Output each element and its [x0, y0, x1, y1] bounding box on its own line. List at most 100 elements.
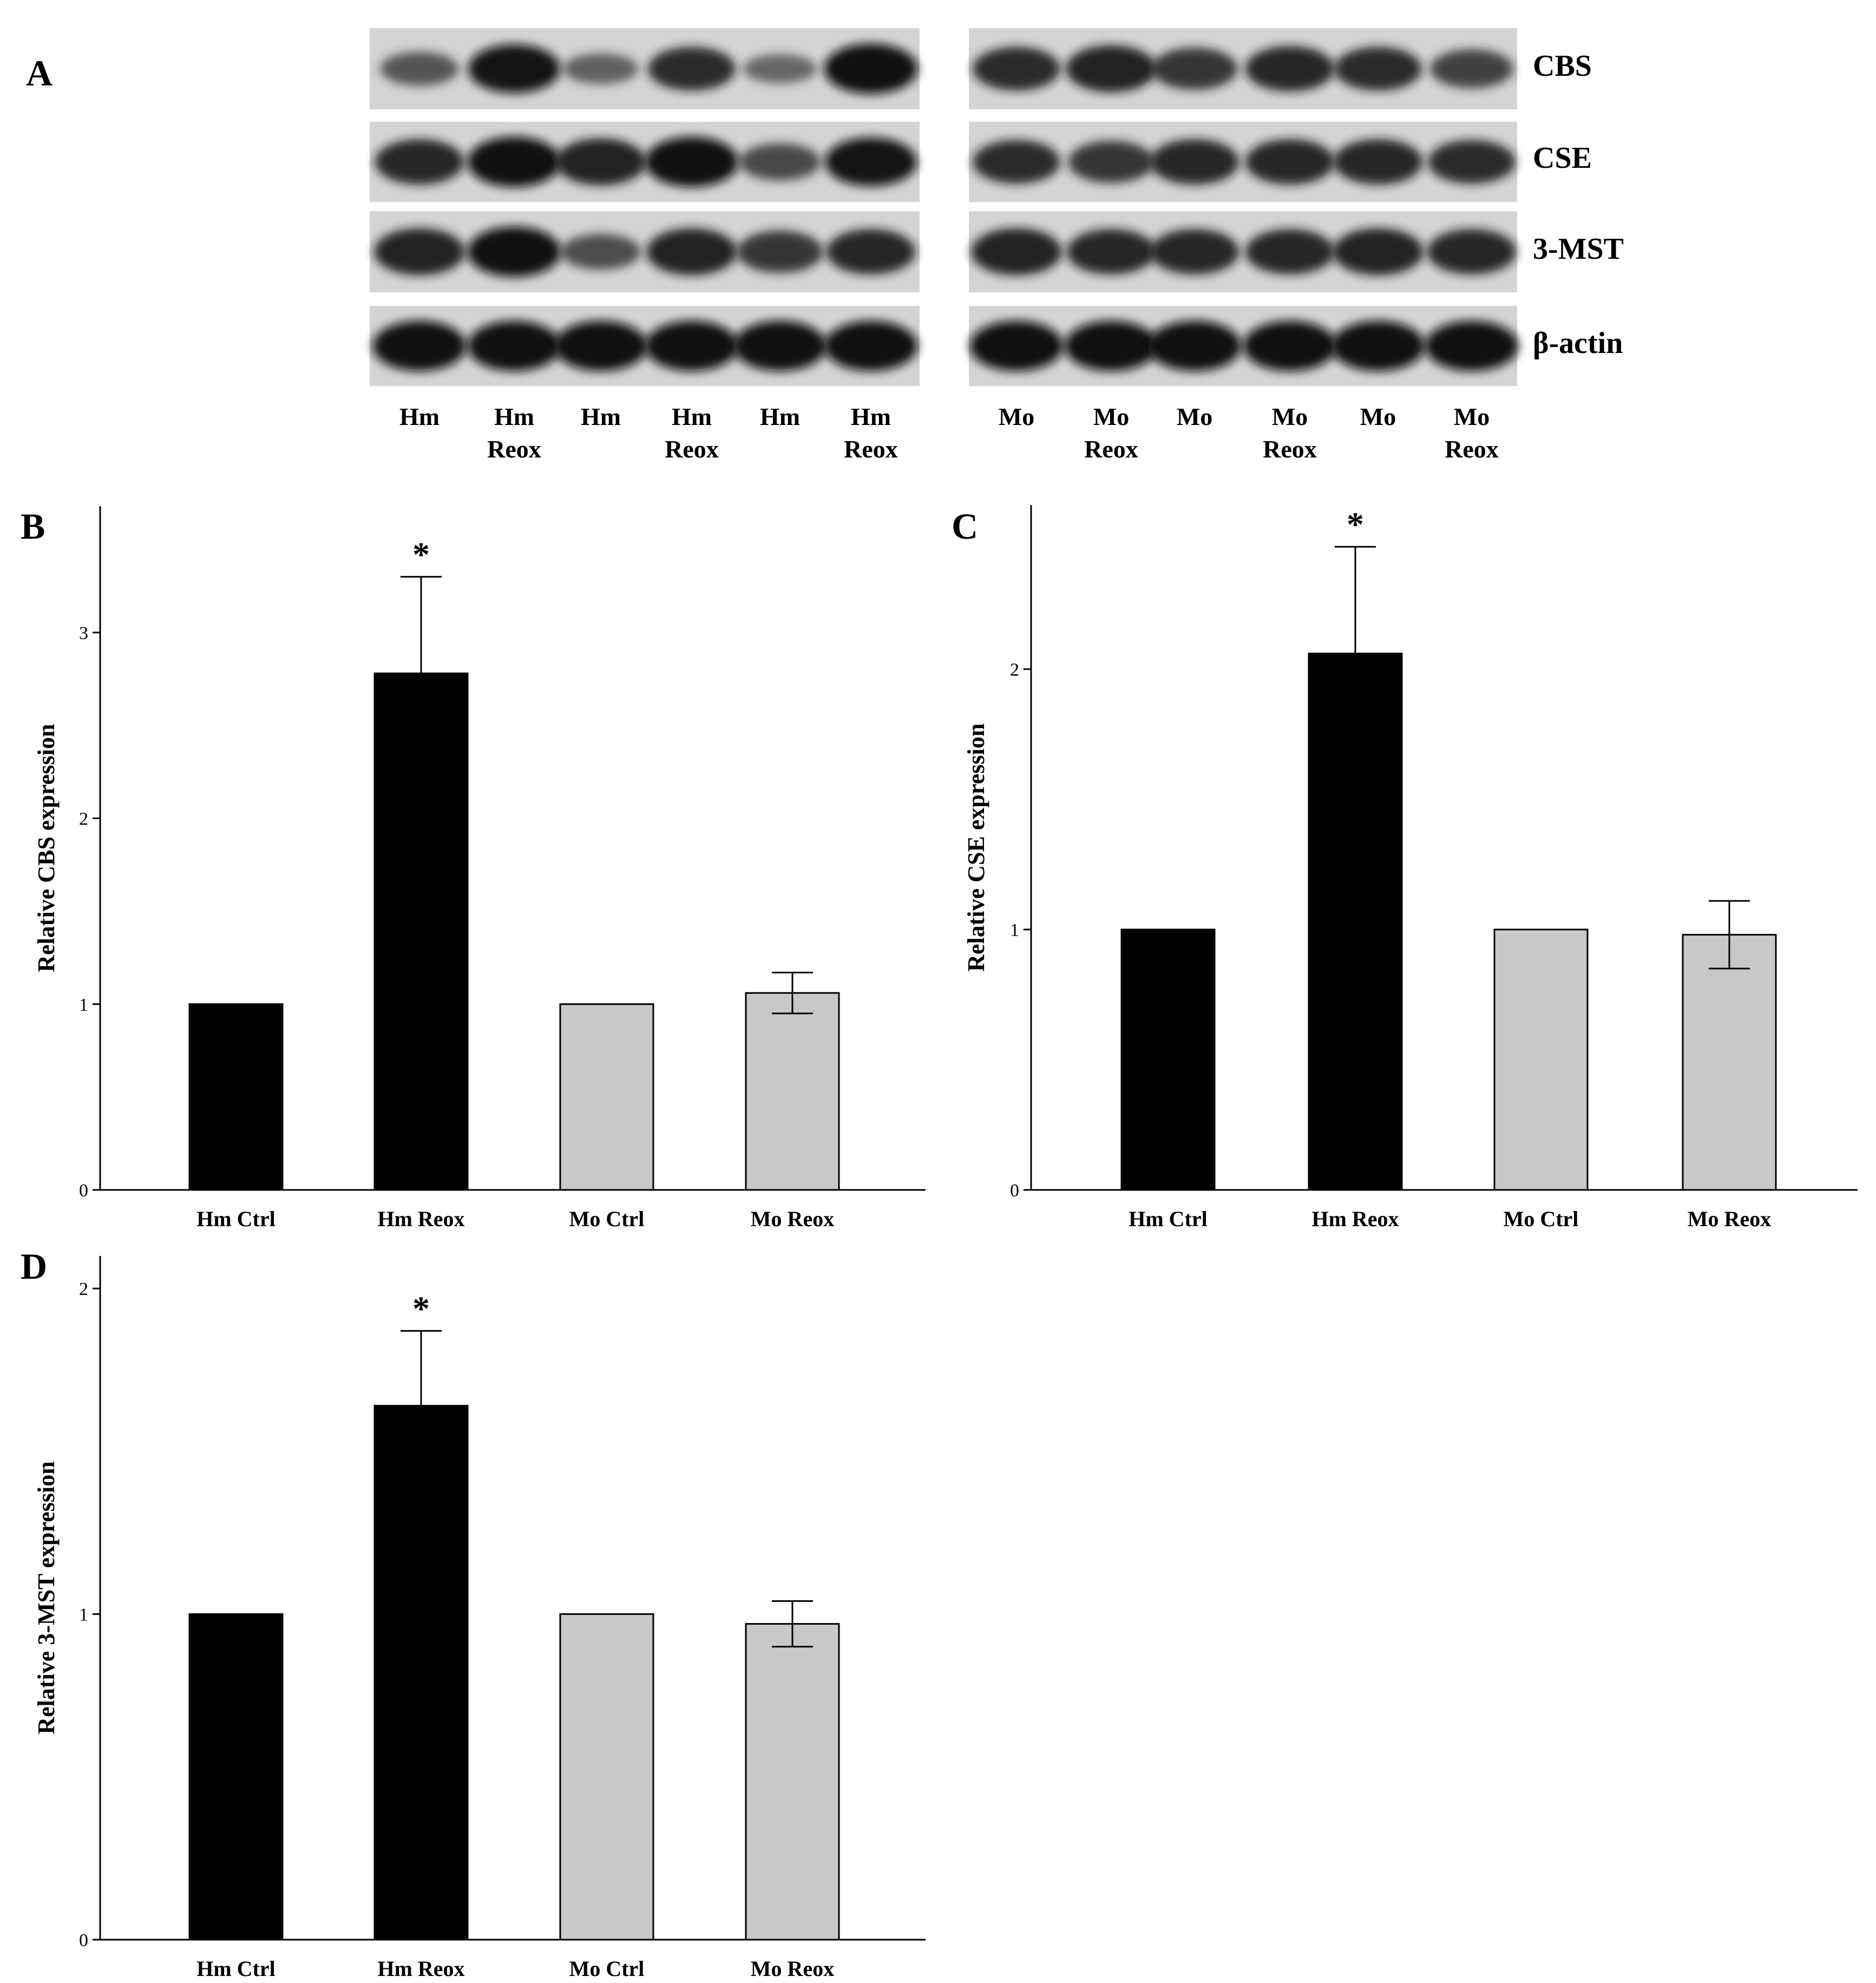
y-axis-title: Relative 3-MST expression [33, 1461, 60, 1734]
bar [188, 1003, 284, 1191]
lane-label: Hm [399, 403, 440, 430]
chart-panel-b: 0 1 2 3 Relative CBS expression Hm Ctrl * Hm Re… [33, 506, 926, 1231]
bar [1493, 928, 1589, 1191]
category-label: Mo Reox [1688, 1207, 1771, 1231]
blot-band [375, 139, 464, 185]
blot-band [973, 47, 1060, 91]
category-label: Hm Ctrl [196, 1956, 276, 1981]
y-tick-label: 3 [79, 623, 88, 643]
blot-band [372, 320, 467, 371]
blot-band [554, 320, 648, 371]
y-tick-label: 2 [1010, 660, 1019, 680]
blot-band [1150, 139, 1239, 185]
blot-band [1425, 320, 1519, 371]
blot-band [1068, 141, 1155, 183]
blot-band [1066, 229, 1156, 274]
western-blot: Hm Hm Reox Hm Hm Reox Hm Hm Reox Mo Mo Reox Mo Mo Reox… [370, 28, 1624, 463]
chart-panel-d: 0 1 2 Relative 3-MST expression Hm Ctrl * Hm R… [33, 1256, 926, 1981]
lane-label: Reox [665, 435, 719, 463]
category-label: Mo Reox [751, 1956, 834, 1981]
bar [1308, 652, 1403, 1191]
blot-band [1066, 45, 1157, 93]
bar [373, 1405, 469, 1941]
lane-label: Reox [1445, 435, 1499, 463]
y-axis-title: Relative CSE expression [963, 723, 989, 972]
blot-band [1245, 46, 1335, 91]
category-label: Hm Ctrl [1129, 1207, 1208, 1231]
blot-band [1245, 229, 1335, 274]
bar [745, 1623, 840, 1941]
y-tick-label: 1 [79, 1605, 88, 1625]
blot-band [739, 143, 821, 181]
category-label: Hm Reox [377, 1207, 464, 1231]
y-tick-label: 2 [79, 809, 88, 829]
lane-label: Mo [1360, 403, 1396, 430]
blot-band [646, 228, 737, 276]
blot-band [1243, 320, 1337, 371]
y-tick-label: 1 [1010, 920, 1019, 940]
panel-letter-b: B [21, 506, 45, 547]
blot-band [1333, 139, 1423, 185]
blot-band [733, 320, 827, 371]
bar [373, 672, 469, 1191]
y-tick-label: 0 [79, 1181, 88, 1201]
lane-label: Hm [760, 403, 800, 430]
category-label: Hm Ctrl [196, 1207, 276, 1231]
panel-letter-c: C [952, 506, 978, 547]
lane-label: Mo [1272, 403, 1308, 430]
blot-band [824, 138, 917, 186]
blot-band [468, 44, 561, 93]
lane-label: Mo [1093, 403, 1129, 430]
blot-band [1147, 320, 1242, 371]
bar [745, 992, 840, 1191]
blot-band [969, 320, 1064, 371]
bar [559, 1003, 654, 1191]
lane-label: Reox [487, 435, 541, 463]
blot-band [380, 51, 459, 86]
blot-band [467, 136, 561, 187]
blot-band [1334, 47, 1422, 91]
blot-band [1245, 139, 1335, 185]
blot-band [645, 136, 739, 187]
y-tick-label: 0 [1010, 1181, 1019, 1201]
protein-label: β-actin [1533, 326, 1623, 360]
category-label: Mo Ctrl [569, 1207, 645, 1231]
blot-band [824, 43, 918, 94]
blot-band [467, 226, 561, 277]
lane-label: Reox [1263, 435, 1317, 463]
category-label: Hm Reox [1311, 1207, 1399, 1231]
protein-label: CSE [1533, 141, 1592, 175]
panel-letter-d: D [21, 1246, 47, 1287]
bar [559, 1613, 654, 1941]
category-label: Hm Reox [377, 1956, 464, 1981]
blot-band [374, 228, 465, 276]
blot-band [1064, 320, 1158, 371]
panel-letter-a: A [26, 53, 53, 94]
category-label: Mo Ctrl [1504, 1207, 1579, 1231]
significance-star: * [1347, 505, 1364, 544]
y-tick-label: 1 [79, 995, 88, 1015]
y-axis-title: Relative CBS expression [33, 724, 60, 972]
blot-band [645, 320, 739, 371]
blot-band [971, 228, 1062, 276]
blot-band [1150, 229, 1239, 274]
lane-label: Hm [851, 403, 891, 430]
category-label: Mo Reox [751, 1207, 834, 1231]
blot-band [648, 47, 736, 91]
category-label: Mo Ctrl [569, 1956, 645, 1981]
bar [188, 1613, 284, 1941]
blot-band [561, 234, 641, 270]
blot-band [555, 138, 646, 186]
lane-label: Mo [1177, 403, 1212, 430]
lane-label: Mo [999, 403, 1034, 430]
bar [1120, 928, 1216, 1191]
blot-band [467, 320, 561, 371]
blot-band [563, 53, 639, 84]
chart-panel-c: 0 1 2 Relative CSE expression Hm Ctrl * Hm Reo… [963, 505, 1858, 1231]
blot-band [826, 229, 916, 274]
blot-band [737, 231, 823, 273]
significance-star: * [412, 1289, 430, 1327]
blot-band [1333, 228, 1424, 276]
blot-band [1428, 140, 1516, 184]
